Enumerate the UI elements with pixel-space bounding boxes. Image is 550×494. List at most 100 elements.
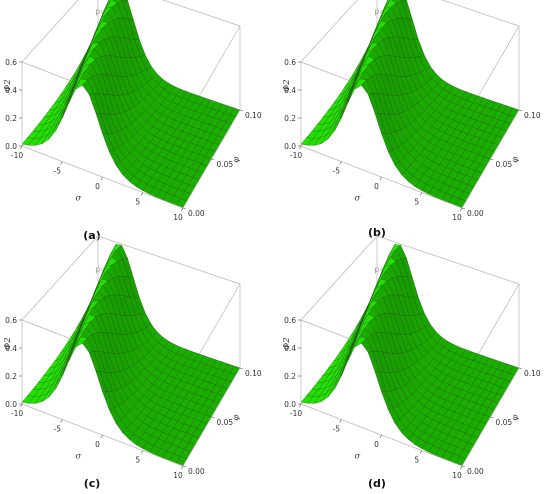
x-tick-mark — [460, 207, 463, 212]
x-tick-mark — [60, 419, 63, 423]
y-axis-label: φ — [510, 414, 521, 422]
x-tick-label: 0 — [95, 182, 100, 191]
x-tick-label: -5 — [54, 167, 62, 176]
y-tick-mark — [518, 367, 523, 370]
box-edge — [300, 0, 358, 63]
y-tick-label: 0.10 — [245, 111, 262, 120]
x-tick-label: 5 — [414, 456, 419, 465]
z-tick-label: 0.0 — [5, 142, 17, 151]
box-edge — [440, 0, 520, 27]
panel-caption: (a) — [83, 229, 100, 242]
z-tick-label: 0.6 — [5, 316, 17, 325]
surface-mesh — [300, 244, 520, 467]
x-tick-mark — [140, 450, 144, 454]
x-tick-mark — [299, 403, 302, 408]
x-tick-label: 5 — [135, 456, 140, 465]
x-tick-mark — [181, 465, 184, 470]
x-tick-mark — [419, 192, 423, 196]
y-tick-mark — [211, 158, 215, 161]
y-tick-label: 0.05 — [217, 418, 234, 427]
z-axis-label: Φ2 — [3, 337, 13, 349]
x-tick-mark — [140, 192, 144, 196]
z-tick-label: 0.0 — [284, 400, 296, 409]
z-tick-label: 0.6 — [284, 58, 296, 67]
y-tick-label: 0.00 — [188, 209, 205, 218]
x-tick-label: 10 — [452, 471, 462, 480]
z-tick-label: 0.2 — [284, 372, 296, 381]
x-tick-label: 10 — [173, 471, 183, 480]
x-axis-label: σ — [355, 193, 361, 203]
x-tick-label: 10 — [452, 213, 462, 222]
z-axis-label: Φ2 — [282, 337, 292, 349]
z-tick-label: 0.4 — [284, 86, 296, 95]
x-tick-mark — [181, 207, 184, 212]
surface-mesh — [300, 0, 520, 209]
x-tick-mark — [100, 434, 103, 439]
z-tick-label: 0.2 — [284, 114, 296, 123]
x-tick-mark — [20, 145, 23, 150]
x-tick-label: 5 — [135, 198, 140, 207]
x-tick-mark — [339, 419, 342, 423]
z-tick-label: 0.0 — [5, 400, 17, 409]
z-axis-label: Φ2 — [3, 79, 13, 91]
x-tick-mark — [460, 465, 463, 470]
z-tick-label: 0.2 — [5, 372, 17, 381]
z-tick-label: 0.2 — [5, 114, 17, 123]
z-tick-label: 0.4 — [5, 344, 17, 353]
x-tick-mark — [339, 161, 342, 165]
panel-caption: (b) — [368, 226, 386, 239]
y-tick-label: 0.00 — [467, 209, 484, 218]
x-tick-label: -10 — [290, 409, 302, 418]
z-tick-label: 0.0 — [284, 142, 296, 151]
panel-caption: (c) — [84, 477, 101, 490]
y-tick-label: 0.10 — [245, 369, 262, 378]
x-tick-label: -5 — [333, 425, 341, 434]
x-tick-label: 0 — [374, 182, 379, 191]
panel-caption: (d) — [368, 477, 386, 490]
x-tick-label: 5 — [414, 198, 419, 207]
y-tick-label: 0.00 — [467, 467, 484, 476]
z-tick-label: 0.4 — [284, 344, 296, 353]
y-tick-mark — [239, 367, 244, 370]
x-tick-mark — [20, 403, 23, 408]
x-tick-mark — [419, 450, 423, 454]
x-tick-label: -10 — [11, 151, 23, 160]
x-tick-mark — [60, 161, 63, 165]
y-tick-mark — [518, 109, 523, 112]
x-tick-label: 0 — [95, 440, 100, 449]
box-edge — [97, 235, 241, 285]
box-edge — [300, 235, 378, 321]
y-tick-label: 0.10 — [524, 369, 541, 378]
plot-panel-d: p=1.00-10-50510σ0.000.050.10φ0.00.20.40.… — [282, 235, 541, 490]
x-tick-label: 10 — [173, 213, 183, 222]
y-tick-mark — [239, 109, 244, 112]
surface-mesh — [21, 0, 241, 209]
y-axis-label: φ — [231, 414, 242, 422]
y-tick-label: 0.05 — [217, 160, 234, 169]
x-tick-label: -10 — [11, 409, 23, 418]
box-edge — [161, 0, 241, 27]
plot-panel-b: p=0.68-10-50510σ0.000.050.10φ0.00.20.40.… — [282, 0, 541, 239]
y-tick-mark — [461, 207, 466, 210]
box-edge — [376, 235, 520, 285]
x-tick-label: 0 — [374, 440, 379, 449]
z-axis-label: Φ2 — [282, 79, 292, 91]
x-axis-label: σ — [76, 451, 82, 461]
box-edge — [21, 0, 79, 63]
y-tick-mark — [490, 158, 494, 161]
box-edge — [21, 235, 99, 321]
y-tick-mark — [211, 416, 215, 419]
y-axis-label: φ — [510, 156, 521, 164]
x-axis-label: σ — [76, 193, 82, 203]
x-tick-label: -5 — [54, 425, 62, 434]
y-tick-mark — [490, 416, 494, 419]
z-tick-label: 0.4 — [5, 86, 17, 95]
plot-panel-a: p=0.48-10-50510σ0.000.050.10φ0.00.20.40.… — [3, 0, 262, 242]
x-tick-mark — [379, 176, 382, 181]
z-tick-label: 0.6 — [284, 316, 296, 325]
x-tick-mark — [299, 145, 302, 150]
y-tick-mark — [182, 465, 187, 468]
x-tick-label: -5 — [333, 167, 341, 176]
y-tick-mark — [461, 465, 466, 468]
